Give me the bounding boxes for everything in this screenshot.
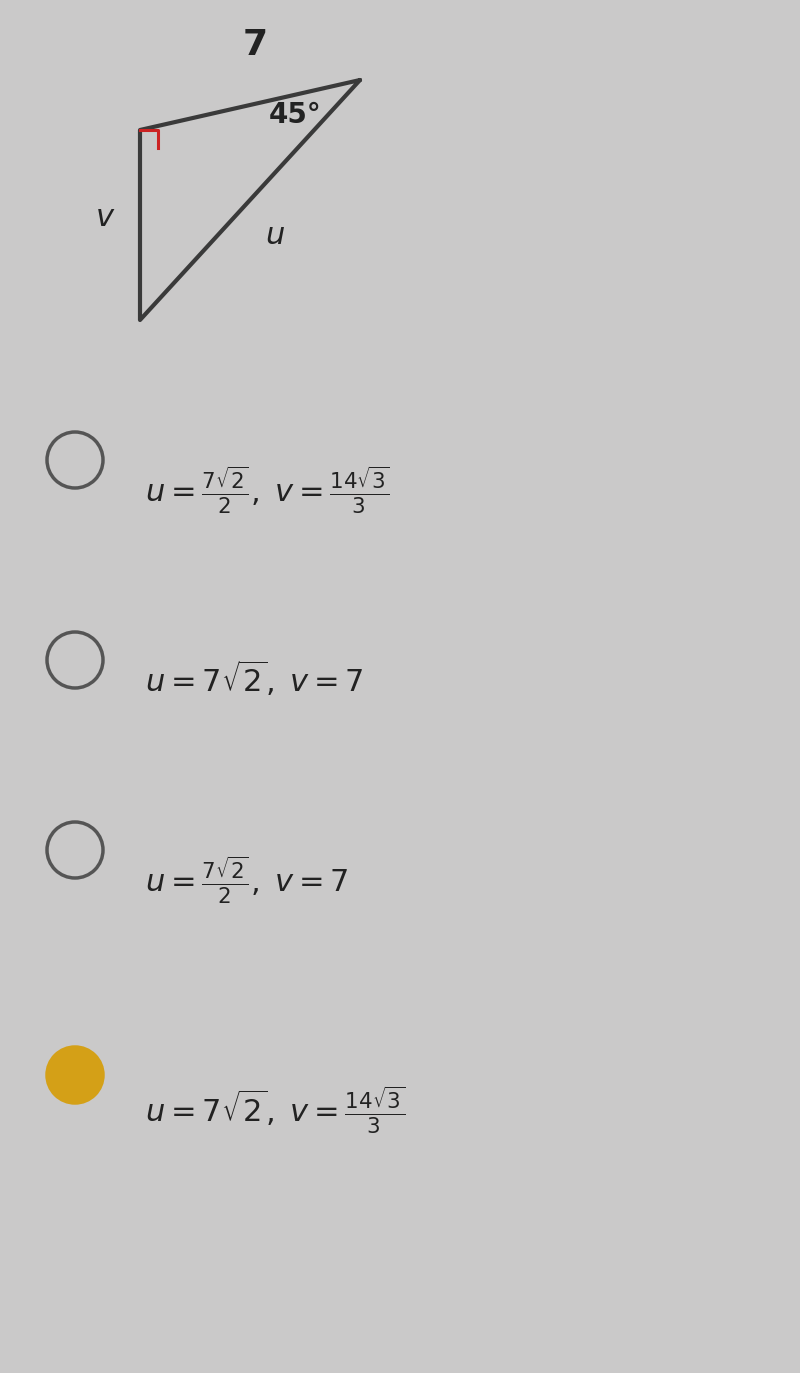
Text: 45°: 45° [269,102,322,129]
Circle shape [47,632,103,688]
Text: $u = 7\sqrt{2},\; v = 7$: $u = 7\sqrt{2},\; v = 7$ [145,658,364,697]
Text: u: u [266,221,285,250]
Text: $u = \frac{7\sqrt{2}}{2},\; v = 7$: $u = \frac{7\sqrt{2}}{2},\; v = 7$ [145,854,348,906]
Circle shape [47,1048,103,1103]
Text: $u = 7\sqrt{2},\; v = \frac{14\sqrt{3}}{3}$: $u = 7\sqrt{2},\; v = \frac{14\sqrt{3}}{… [145,1085,405,1135]
Circle shape [47,822,103,877]
Text: 7: 7 [242,27,267,62]
Circle shape [47,432,103,487]
Text: v: v [96,203,114,232]
Text: $u = \frac{7\sqrt{2}}{2},\; v = \frac{14\sqrt{3}}{3}$: $u = \frac{7\sqrt{2}}{2},\; v = \frac{14… [145,464,390,516]
